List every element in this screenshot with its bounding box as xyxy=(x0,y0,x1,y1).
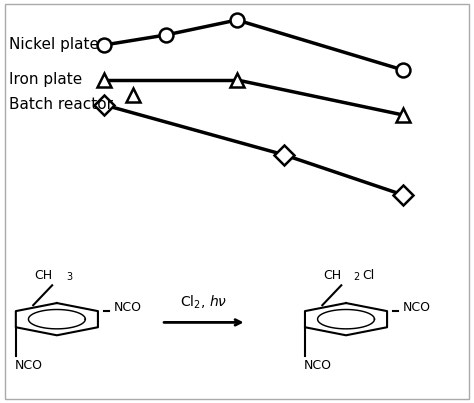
Text: 3: 3 xyxy=(66,272,73,282)
Text: Cl: Cl xyxy=(363,269,375,282)
Text: Nickel plate: Nickel plate xyxy=(9,37,100,52)
Text: CH: CH xyxy=(323,269,341,282)
Text: NCO: NCO xyxy=(403,301,431,314)
Text: 2: 2 xyxy=(353,272,359,282)
Text: NCO: NCO xyxy=(14,359,43,372)
Text: Cl$_2$, $h\nu$: Cl$_2$, $h\nu$ xyxy=(180,294,228,311)
Text: Batch reactor: Batch reactor xyxy=(9,98,113,112)
Text: NCO: NCO xyxy=(303,359,332,372)
Text: CH: CH xyxy=(34,269,52,282)
Text: Iron plate: Iron plate xyxy=(9,73,83,87)
Text: NCO: NCO xyxy=(114,301,142,314)
